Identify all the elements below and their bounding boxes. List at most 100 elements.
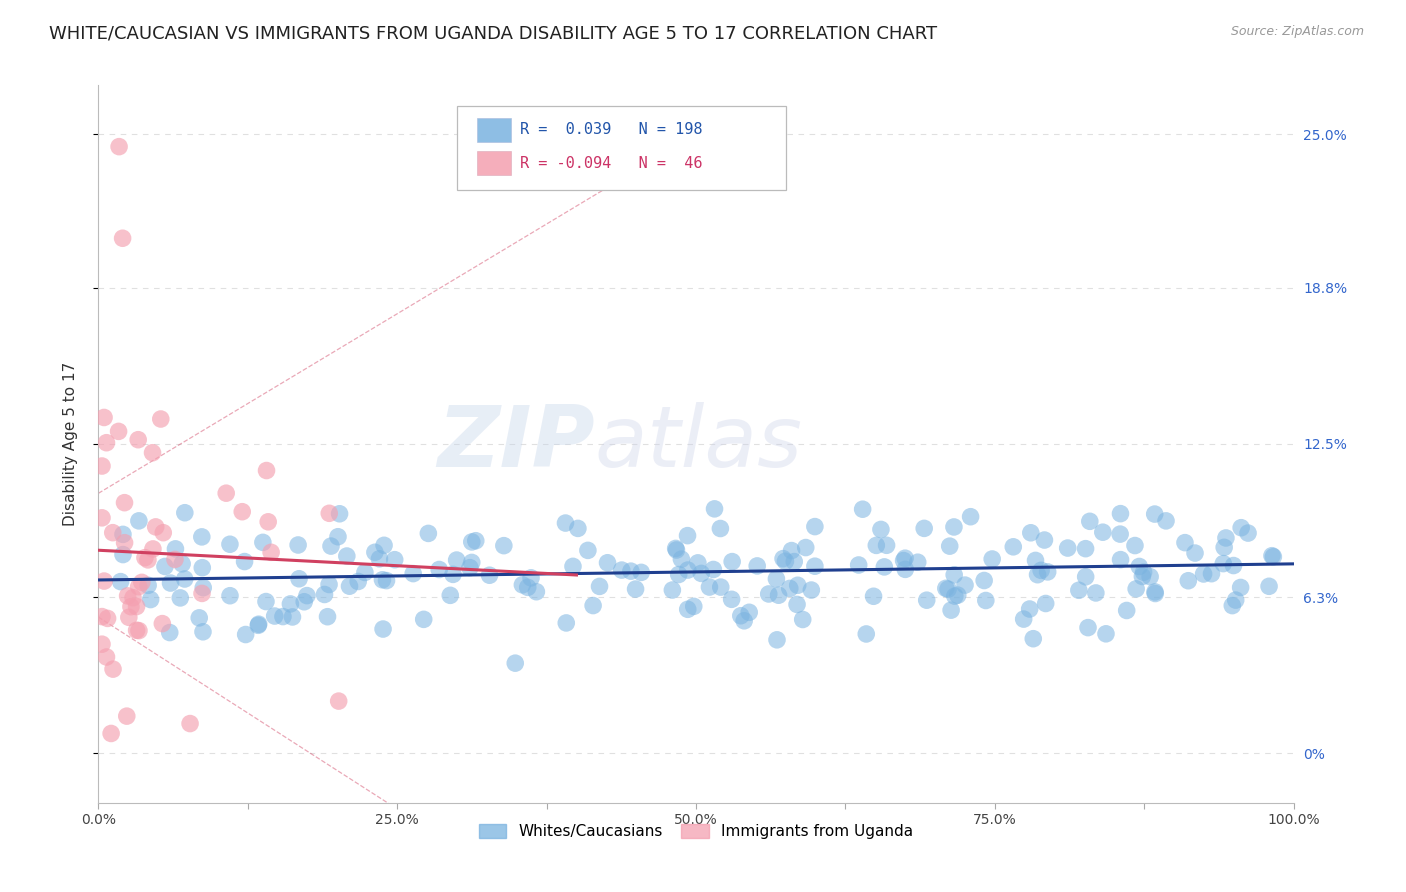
Point xyxy=(173,506,195,520)
Point xyxy=(231,505,253,519)
Point xyxy=(125,624,148,638)
Point xyxy=(446,553,468,567)
Point xyxy=(329,507,352,521)
Point xyxy=(907,555,929,569)
Point xyxy=(1143,585,1166,599)
Point xyxy=(794,541,817,555)
Point xyxy=(1128,559,1150,574)
Point xyxy=(131,575,153,590)
Point xyxy=(567,521,589,535)
Point xyxy=(780,543,803,558)
Point xyxy=(1109,507,1132,521)
Point xyxy=(412,612,434,626)
Text: ZIP: ZIP xyxy=(437,402,595,485)
Point xyxy=(939,603,962,617)
Point xyxy=(91,609,114,624)
Point xyxy=(1109,527,1132,541)
Point xyxy=(128,580,150,594)
Point xyxy=(247,618,270,632)
Point xyxy=(936,582,959,596)
Point xyxy=(128,514,150,528)
Point xyxy=(775,554,797,568)
Point xyxy=(1077,621,1099,635)
Point xyxy=(938,539,960,553)
Point xyxy=(959,509,981,524)
Point xyxy=(620,564,643,578)
Point xyxy=(319,539,342,553)
Point xyxy=(721,555,744,569)
Point xyxy=(554,516,576,530)
Point xyxy=(915,593,938,607)
Point xyxy=(516,580,538,594)
Point xyxy=(219,589,242,603)
Point xyxy=(1035,597,1057,611)
Text: Source: ZipAtlas.com: Source: ZipAtlas.com xyxy=(1230,25,1364,38)
Point xyxy=(93,410,115,425)
Point xyxy=(783,555,806,569)
Point xyxy=(91,637,114,651)
Point xyxy=(730,608,752,623)
Point xyxy=(260,545,283,559)
Point xyxy=(108,139,131,153)
Point xyxy=(173,572,195,586)
Point xyxy=(375,574,398,588)
Point xyxy=(339,579,361,593)
Point xyxy=(281,610,304,624)
Point xyxy=(233,555,256,569)
Point xyxy=(562,559,585,574)
Point xyxy=(855,627,877,641)
Point xyxy=(172,557,194,571)
Point xyxy=(280,597,302,611)
Point xyxy=(288,572,311,586)
Point xyxy=(512,578,534,592)
Point xyxy=(747,558,769,573)
Point xyxy=(287,538,309,552)
Point xyxy=(1078,514,1101,528)
Point xyxy=(686,556,709,570)
Point xyxy=(1144,586,1167,600)
Point xyxy=(1213,541,1236,555)
Point xyxy=(252,535,274,549)
Point xyxy=(142,541,165,556)
Point xyxy=(981,552,1004,566)
Point xyxy=(191,586,214,600)
Point xyxy=(150,616,173,631)
Point xyxy=(458,560,481,574)
Point xyxy=(373,538,395,552)
Point xyxy=(682,599,704,614)
Point xyxy=(1067,583,1090,598)
Point xyxy=(153,559,176,574)
Point xyxy=(596,556,619,570)
Point xyxy=(943,589,966,603)
Point xyxy=(93,574,115,588)
Point xyxy=(1115,603,1137,617)
Point xyxy=(709,522,731,536)
Point xyxy=(766,632,789,647)
Point xyxy=(876,538,898,552)
Point xyxy=(1229,581,1251,595)
Point xyxy=(676,528,699,542)
Point xyxy=(117,589,139,603)
Point xyxy=(1143,507,1166,521)
Point xyxy=(738,605,761,619)
Point xyxy=(257,515,280,529)
Point xyxy=(848,558,870,572)
Point xyxy=(1130,569,1153,583)
Point xyxy=(1036,565,1059,579)
Point xyxy=(441,567,464,582)
Point xyxy=(292,595,315,609)
Point xyxy=(110,574,132,589)
Point xyxy=(402,566,425,581)
Point xyxy=(91,511,114,525)
Point xyxy=(624,582,647,596)
Point xyxy=(1024,553,1046,567)
Point xyxy=(118,610,141,624)
Point xyxy=(1154,514,1177,528)
Point xyxy=(865,538,887,552)
Point xyxy=(219,537,242,551)
Point xyxy=(1125,582,1147,596)
FancyBboxPatch shape xyxy=(457,105,786,190)
Point xyxy=(101,662,124,676)
Point xyxy=(145,520,167,534)
Point xyxy=(336,549,359,563)
